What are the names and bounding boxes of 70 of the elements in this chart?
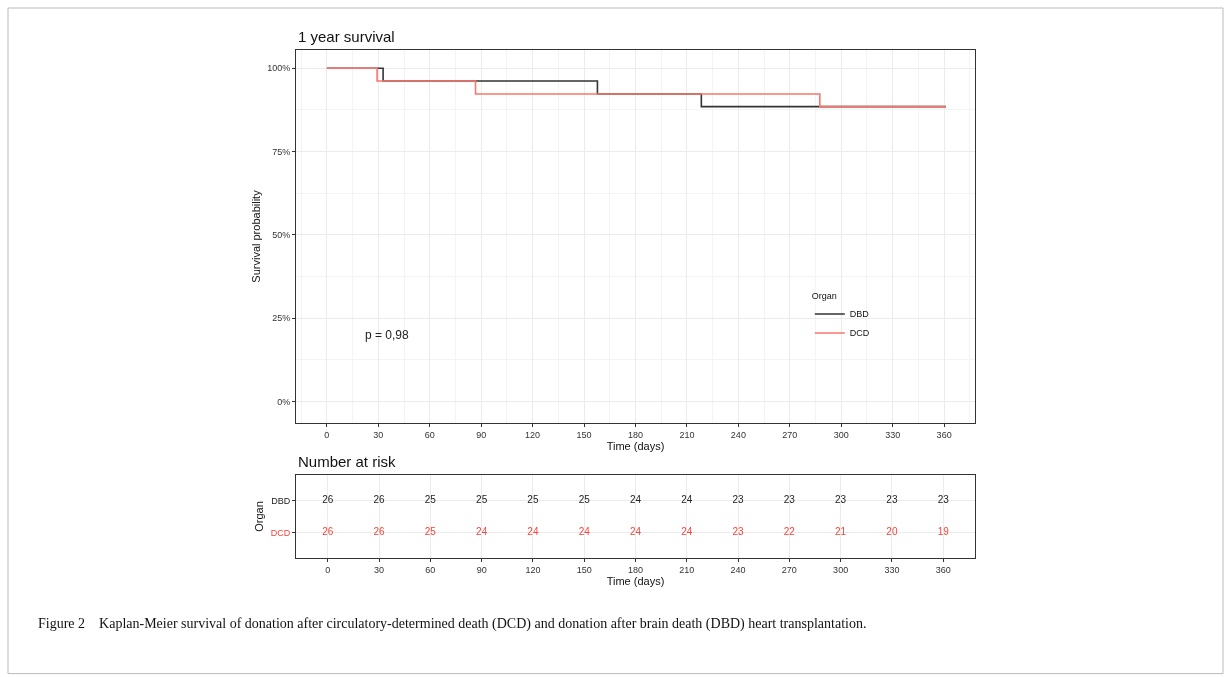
- y-tick-label: DBD: [271, 495, 291, 506]
- x-tick-label: 330: [884, 564, 900, 575]
- x-tick-label: 0: [325, 564, 331, 575]
- data-label: 24: [629, 525, 642, 537]
- x-tick-label: 60: [424, 429, 435, 440]
- y-axis-title: Organ: [253, 501, 266, 532]
- x-tick-label: 180: [627, 564, 644, 575]
- y-tick-label: 25%: [272, 313, 291, 324]
- x-axis-title: Time (days): [606, 574, 665, 587]
- data-label: 23: [937, 494, 950, 506]
- x-tick-label: 120: [525, 564, 541, 575]
- annotation: p = 0,98: [365, 328, 410, 342]
- data-label: 24: [681, 525, 693, 537]
- y-axis-title: Survival probability: [249, 189, 262, 283]
- caption: Figure 2 Kaplan-Meier survival of donation after circulatory-determined death (DCD) and donation after brain death (DBD) heart transplantation.: [38, 616, 867, 632]
- x-tick-label: 270: [781, 564, 797, 575]
- y-tick-label: 50%: [272, 229, 291, 240]
- data-label: 26: [322, 525, 334, 537]
- x-tick-label: 240: [730, 564, 746, 575]
- data-label: 26: [322, 494, 334, 506]
- x-tick-label: 30: [373, 429, 384, 440]
- data-label: 23: [783, 494, 796, 506]
- x-tick-label: 360: [935, 564, 951, 575]
- data-label: 20: [886, 525, 898, 537]
- data-label: 24: [629, 494, 642, 506]
- x-tick-label: 270: [782, 429, 798, 440]
- chart-title: Number at risk: [298, 453, 397, 470]
- y-tick-label: 100%: [267, 63, 291, 74]
- x-tick-label: 300: [833, 429, 849, 440]
- x-tick-label: 210: [679, 429, 695, 440]
- x-axis-title: Time (days): [606, 439, 665, 452]
- x-tick-label: 90: [476, 564, 487, 575]
- x-tick-label: 180: [627, 429, 644, 440]
- x-tick-label: 150: [576, 564, 592, 575]
- x-tick-label: 90: [476, 429, 487, 440]
- legend-label: DCD: [849, 328, 870, 339]
- data-label: 23: [732, 525, 745, 537]
- legend-label: DBD: [849, 309, 870, 320]
- data-label: 22: [783, 525, 796, 537]
- x-tick-label: 330: [885, 429, 901, 440]
- data-label: 21: [835, 525, 847, 537]
- chart-title: 1 year survival: [298, 28, 395, 45]
- data-label: 24: [476, 525, 488, 537]
- x-tick-label: 300: [833, 564, 849, 575]
- data-label: 25: [476, 494, 488, 506]
- y-tick-label: DCD: [270, 527, 291, 538]
- data-label: 23: [732, 494, 745, 506]
- data-label: 25: [578, 494, 591, 506]
- y-tick-label: 0%: [277, 396, 291, 407]
- data-label: 19: [937, 525, 950, 537]
- y-tick-label: 75%: [272, 146, 291, 157]
- data-label: 24: [578, 525, 591, 537]
- x-tick-label: 150: [576, 429, 592, 440]
- x-tick-label: 0: [324, 429, 330, 440]
- x-tick-label: 60: [425, 564, 436, 575]
- data-label: 23: [886, 494, 898, 506]
- x-tick-label: 240: [730, 429, 746, 440]
- data-label: 25: [527, 494, 539, 506]
- data-label: 24: [527, 525, 539, 537]
- data-label: 26: [373, 525, 386, 537]
- x-tick-label: 210: [679, 564, 695, 575]
- data-label: 23: [835, 494, 847, 506]
- data-label: 24: [681, 494, 693, 506]
- x-tick-label: 120: [525, 429, 541, 440]
- legend-title: Organ: [811, 291, 837, 302]
- data-label: 26: [373, 494, 386, 506]
- data-label: 25: [424, 494, 437, 506]
- x-tick-label: 360: [936, 429, 952, 440]
- data-label: 25: [424, 525, 437, 537]
- x-tick-label: 30: [374, 564, 385, 575]
